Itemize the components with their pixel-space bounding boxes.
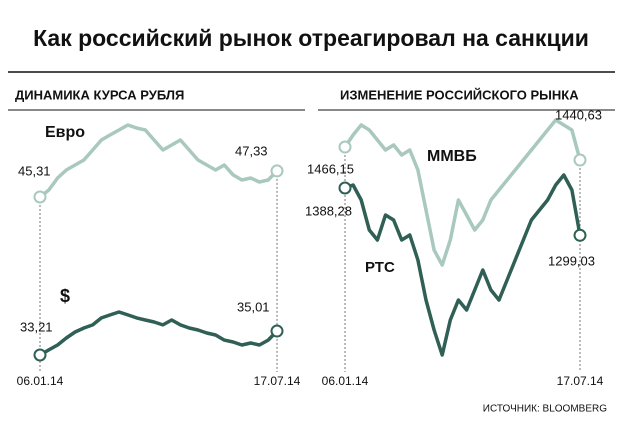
value-label: 1466,15 bbox=[307, 161, 354, 176]
end-point bbox=[573, 228, 587, 242]
end-point bbox=[33, 348, 47, 362]
series-label: $ bbox=[60, 286, 70, 306]
end-point bbox=[573, 153, 587, 167]
panel-title: ИЗМЕНЕНИЕ РОССИЙСКОГО РЫНКА bbox=[340, 87, 579, 102]
panel-title: ДИНАМИКА КУРСА РУБЛЯ bbox=[15, 87, 184, 102]
value-label: 1440,63 bbox=[555, 107, 602, 122]
series-label: ММВБ bbox=[427, 148, 477, 165]
value-label: 47,33 bbox=[235, 143, 268, 158]
value-label: 45,31 bbox=[18, 163, 51, 178]
x-tick-label: 17.07.14 bbox=[254, 374, 301, 388]
series-line bbox=[39, 310, 279, 357]
x-tick-label: 17.07.14 bbox=[557, 374, 604, 388]
chart-title: Как российский рынок отреагировал на сан… bbox=[33, 25, 589, 51]
end-point bbox=[338, 181, 352, 195]
source: ИСТОЧНИК: BLOOMBERG bbox=[483, 404, 607, 415]
series-label: РТС bbox=[365, 259, 395, 276]
value-label: 1388,28 bbox=[305, 203, 352, 218]
end-point bbox=[33, 190, 47, 204]
value-label: 35,01 bbox=[237, 299, 270, 314]
end-point bbox=[338, 140, 352, 154]
end-point bbox=[270, 324, 284, 338]
series-label: Евро bbox=[45, 124, 85, 141]
value-label: 1299,03 bbox=[548, 253, 595, 268]
x-tick-label: 06.01.14 bbox=[17, 374, 64, 388]
series-line bbox=[343, 118, 582, 267]
series-line bbox=[38, 123, 279, 199]
end-point bbox=[270, 164, 284, 178]
value-label: 33,21 bbox=[20, 319, 53, 334]
series-line bbox=[344, 173, 582, 357]
x-tick-label: 06.01.14 bbox=[322, 374, 369, 388]
